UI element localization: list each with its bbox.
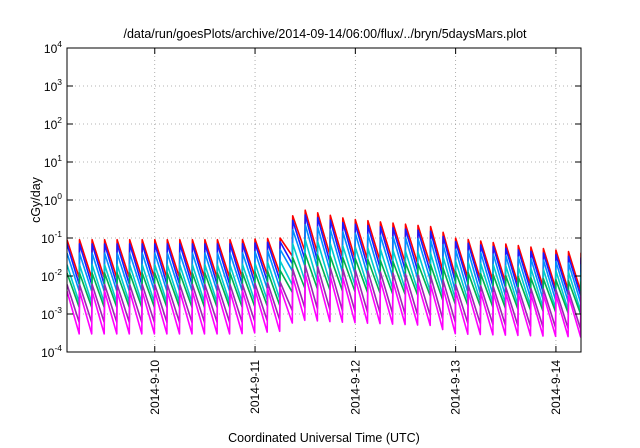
- y-tick-label: 102: [44, 115, 62, 132]
- y-tick-label: 10-1: [41, 229, 62, 246]
- chart-title: /data/run/goesPlots/archive/2014-09-14/0…: [123, 27, 527, 41]
- x-tick-label: 2014-9-11: [248, 360, 262, 414]
- x-axis-label: Coordinated Universal Time (UTC): [228, 431, 420, 445]
- y-tick-base: 10: [44, 80, 58, 94]
- y-tick-label: 103: [44, 77, 62, 94]
- x-tick-label: 2014-9-10: [148, 360, 162, 415]
- y-tick-exponent: 1: [57, 153, 62, 163]
- y-tick-label: 10-3: [41, 305, 62, 322]
- y-tick-label: 10-2: [41, 267, 62, 284]
- x-tick-label: 2014-9-14: [549, 360, 563, 415]
- y-tick-exponent: -4: [54, 343, 62, 353]
- y-tick-base: 10: [44, 118, 58, 132]
- y-tick-base: 10: [44, 194, 58, 208]
- y-tick-base: 10: [44, 156, 58, 170]
- y-tick-label: 100: [44, 191, 62, 208]
- y-axis-label: cGy/day: [29, 176, 43, 223]
- y-tick-exponent: 0: [57, 191, 62, 201]
- y-tick-exponent: -1: [54, 229, 62, 239]
- y-tick-exponent: 4: [57, 39, 62, 49]
- x-tick-label: 2014-9-13: [449, 360, 463, 415]
- series-line: [67, 273, 581, 338]
- y-tick-exponent: -2: [54, 267, 62, 277]
- x-tick-label: 2014-9-12: [348, 360, 362, 415]
- y-tick-label: 101: [44, 153, 62, 170]
- y-tick-base: 10: [44, 42, 58, 56]
- y-tick-base: 10: [41, 346, 55, 360]
- y-tick-base: 10: [41, 232, 55, 246]
- series-group: [67, 209, 581, 338]
- y-tick-label: 10-4: [41, 343, 62, 360]
- y-tick-exponent: 2: [57, 115, 62, 125]
- y-tick-base: 10: [41, 308, 55, 322]
- y-tick-base: 10: [41, 270, 55, 284]
- y-tick-exponent: 3: [57, 77, 62, 87]
- y-tick-exponent: -3: [54, 305, 62, 315]
- y-tick-label: 104: [44, 39, 62, 56]
- x-axis: 2014-9-10 2014-9-11 2014-9-12 2014-9-13 2014…: [148, 48, 563, 415]
